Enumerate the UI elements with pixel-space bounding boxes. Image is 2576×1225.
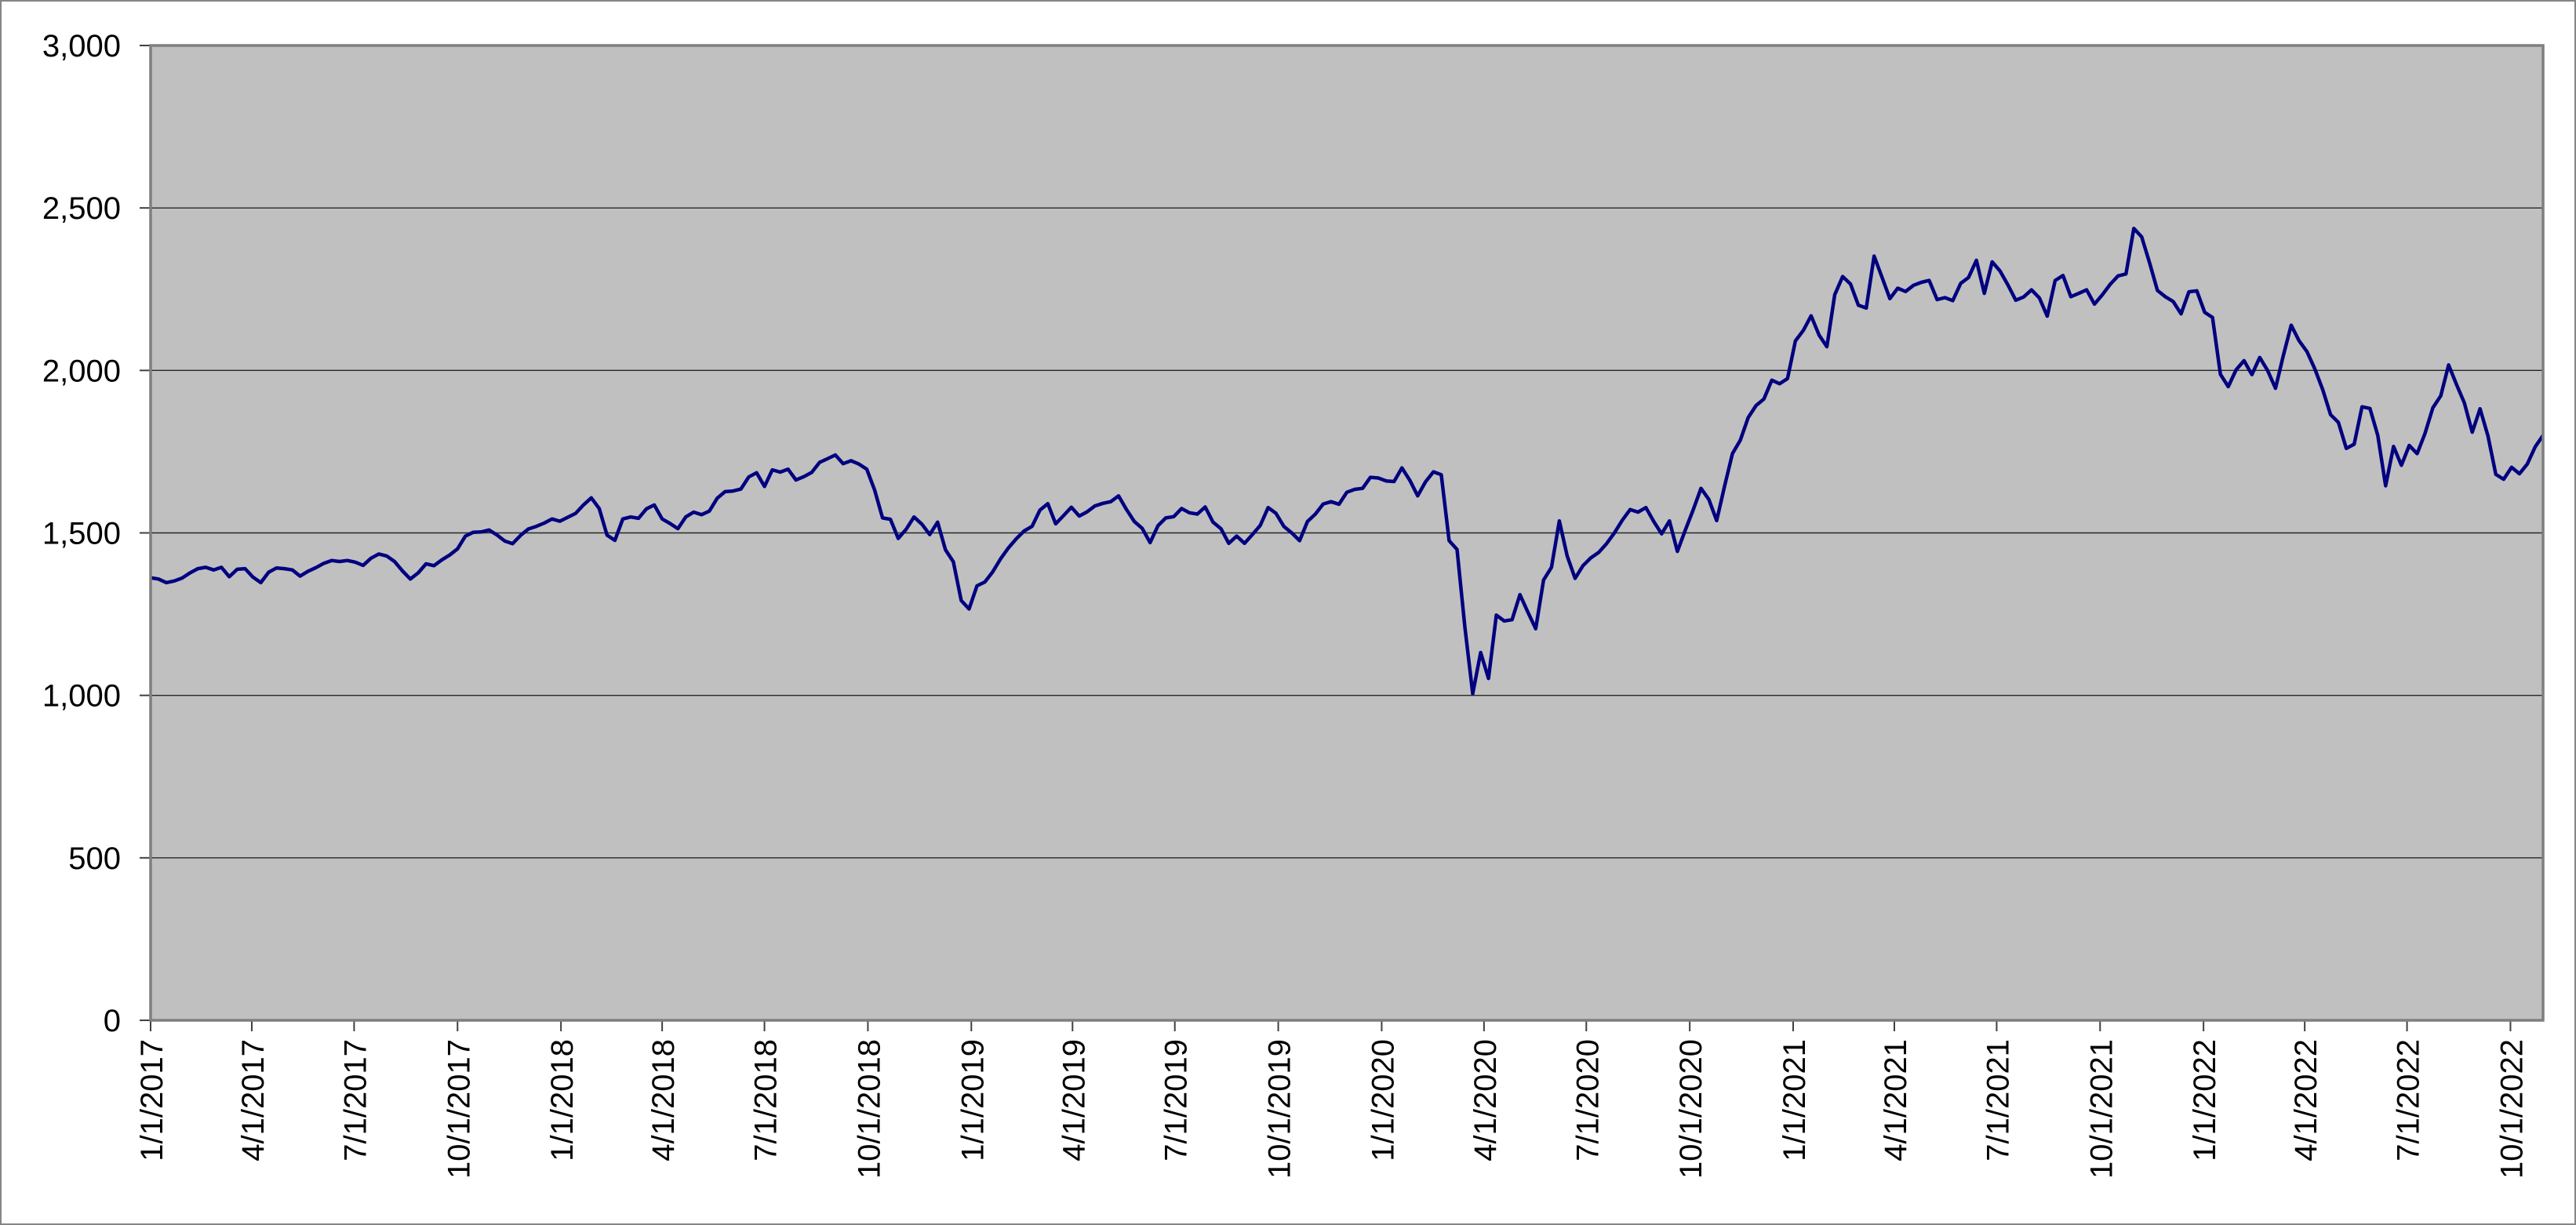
x-axis-label: 7/1/2020 xyxy=(1570,1039,1605,1161)
x-axis-label: 1/1/2019 xyxy=(955,1039,990,1161)
x-axis-label: 4/1/2019 xyxy=(1057,1039,1091,1161)
x-axis-label: 10/1/2020 xyxy=(1674,1039,1708,1179)
y-axis-label: 1,000 xyxy=(42,679,121,714)
x-axis-label: 4/1/2017 xyxy=(236,1039,271,1161)
x-axis-label: 7/1/2018 xyxy=(749,1039,784,1161)
x-axis-label: 4/1/2022 xyxy=(2289,1039,2323,1161)
x-axis-label: 7/1/2022 xyxy=(2392,1039,2426,1161)
x-axis-label: 10/1/2022 xyxy=(2494,1039,2529,1179)
x-axis-label: 10/1/2021 xyxy=(2084,1039,2119,1179)
y-axis-label: 2,500 xyxy=(42,191,121,226)
x-axis-label: 10/1/2018 xyxy=(852,1039,886,1179)
x-axis-label: 10/1/2017 xyxy=(442,1039,476,1179)
x-axis-label: 1/1/2018 xyxy=(545,1039,580,1161)
y-axis-label: 0 xyxy=(104,1004,121,1038)
plot-border xyxy=(149,44,2545,1022)
x-axis-label: 4/1/2018 xyxy=(646,1039,681,1161)
x-axis-label: 7/1/2021 xyxy=(1981,1039,2015,1161)
series-line-index-level xyxy=(151,227,2543,696)
y-axis-label: 1,500 xyxy=(42,517,121,551)
x-axis-label: 1/1/2020 xyxy=(1366,1039,1400,1161)
y-axis-label: 3,000 xyxy=(42,29,121,64)
x-axis-label: 1/1/2017 xyxy=(135,1039,169,1161)
x-axis-label: 10/1/2019 xyxy=(1263,1039,1297,1179)
x-axis-label: 7/1/2017 xyxy=(338,1039,373,1161)
x-axis-label: 4/1/2020 xyxy=(1468,1039,1503,1161)
y-axis-label: 2,000 xyxy=(42,354,121,388)
x-axis-label: 4/1/2021 xyxy=(1879,1039,1913,1161)
x-axis-label: 1/1/2021 xyxy=(1777,1039,1812,1161)
x-axis-label: 1/1/2022 xyxy=(2188,1039,2222,1161)
x-axis-label: 7/1/2019 xyxy=(1159,1039,1194,1161)
y-axis-label: 500 xyxy=(68,842,121,876)
